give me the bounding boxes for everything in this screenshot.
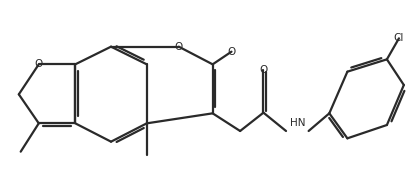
Text: O: O: [227, 47, 235, 57]
Text: O: O: [174, 42, 183, 52]
Text: Cl: Cl: [393, 33, 403, 43]
Text: HN: HN: [289, 118, 304, 128]
Text: O: O: [259, 65, 267, 75]
Text: O: O: [35, 59, 43, 69]
